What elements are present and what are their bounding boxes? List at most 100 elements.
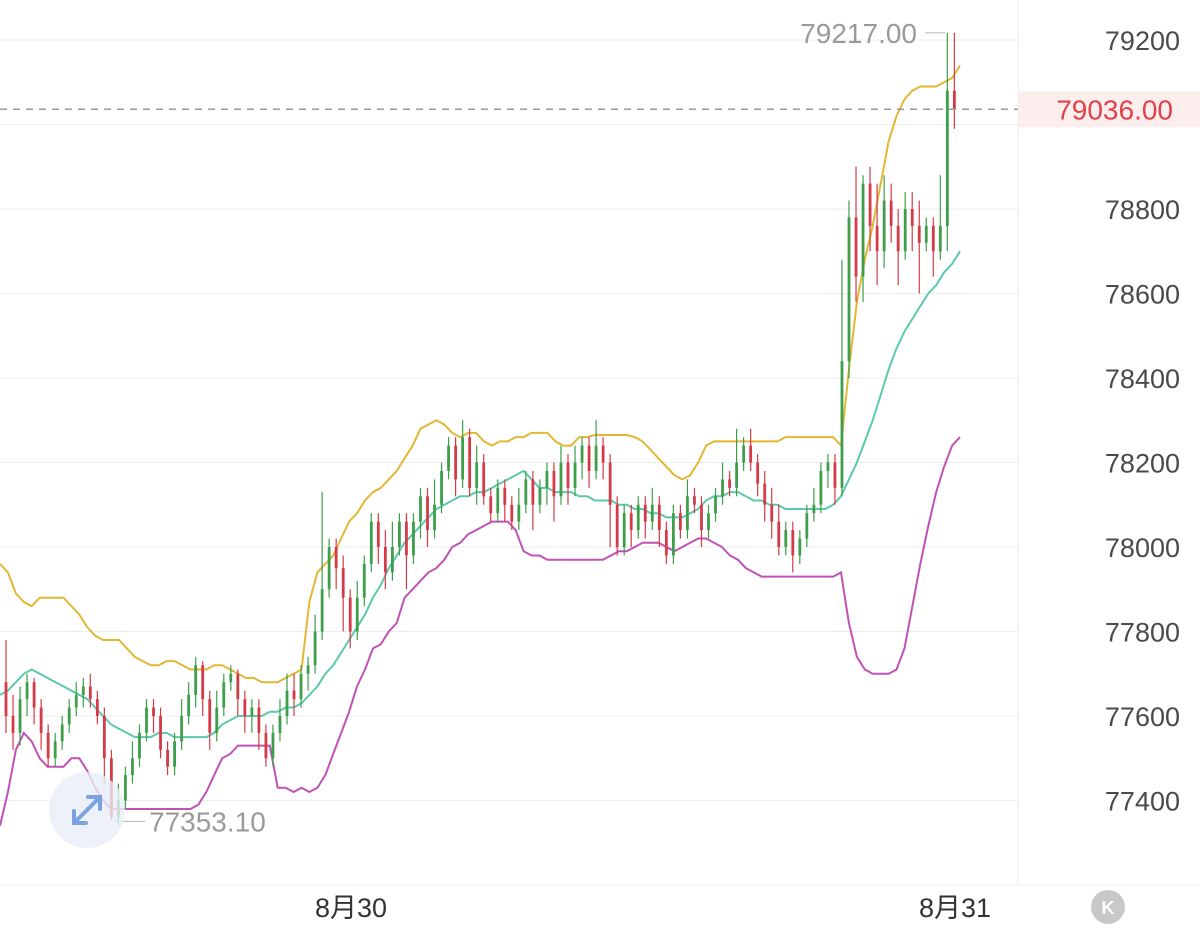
candle-body	[405, 521, 408, 556]
candle-body	[264, 732, 268, 759]
candle	[334, 538, 338, 590]
x-tick-label: 8月30	[315, 893, 387, 923]
candle-body	[573, 462, 577, 488]
candle-body	[924, 225, 928, 243]
candle	[812, 487, 816, 522]
candle-body	[601, 445, 605, 463]
candle-body	[496, 487, 500, 514]
candle-body	[74, 694, 78, 708]
candle	[770, 487, 774, 539]
candle	[931, 217, 935, 277]
candle-body	[629, 513, 633, 531]
candle-body	[875, 225, 879, 252]
candle	[601, 437, 605, 480]
candle	[405, 513, 408, 590]
k-button-label[interactable]: K	[1102, 898, 1115, 918]
candle-body	[938, 225, 942, 252]
candle	[4, 639, 8, 733]
candle-body	[32, 682, 36, 708]
candles	[4, 32, 956, 826]
candle-body	[95, 699, 99, 716]
candle-body	[447, 445, 450, 471]
k-button-circle[interactable]	[1091, 890, 1125, 924]
candle-body	[11, 716, 15, 733]
candle	[917, 200, 921, 294]
candle-body	[742, 445, 746, 463]
y-tick-label: 77600	[1105, 702, 1180, 732]
candle	[756, 454, 760, 497]
candle-body	[102, 716, 106, 759]
candle-body	[454, 445, 457, 480]
candle	[721, 462, 724, 505]
candle	[686, 479, 689, 539]
k-button[interactable]: K	[1091, 890, 1125, 924]
candle	[180, 699, 184, 750]
candle-body	[552, 470, 556, 497]
low-annotation-label: 77353.10	[149, 806, 266, 837]
candle	[159, 707, 162, 759]
candle-body	[952, 90, 956, 110]
candle	[594, 420, 598, 480]
candle-body	[369, 521, 373, 564]
candle	[208, 690, 212, 750]
candle	[398, 513, 401, 556]
expand-icon[interactable]	[72, 795, 102, 825]
candle	[861, 175, 865, 302]
candle	[145, 699, 148, 742]
candle	[187, 682, 191, 725]
candle	[714, 487, 717, 522]
candle	[25, 673, 29, 716]
candle	[749, 428, 753, 471]
candle	[46, 724, 50, 767]
candle	[412, 513, 415, 564]
candle-body	[517, 504, 521, 522]
candle	[74, 682, 78, 716]
x-axis-ticks: 8月30 8月31	[315, 893, 991, 923]
candle	[138, 724, 141, 767]
candle-body	[398, 521, 401, 547]
candle-body	[250, 707, 254, 716]
candle-body	[383, 547, 387, 573]
candle-body	[138, 732, 141, 759]
candle-body	[749, 445, 753, 463]
candle-body	[18, 699, 22, 733]
candle	[348, 589, 352, 649]
candle-body	[4, 682, 8, 716]
candle-body	[545, 470, 549, 488]
candle-body	[664, 530, 668, 556]
candle-body	[777, 521, 781, 547]
y-tick-label: 77400	[1105, 787, 1180, 817]
candle-body	[81, 686, 85, 695]
candle	[868, 166, 872, 252]
candle	[650, 487, 654, 531]
candle-body	[735, 462, 738, 488]
candle-body	[187, 694, 191, 716]
candle-body	[390, 547, 394, 573]
expand-button[interactable]	[49, 772, 125, 848]
candle-body	[201, 665, 205, 700]
candle-body	[412, 521, 415, 556]
current-price-label: 79036.00	[1056, 94, 1173, 125]
candle	[299, 665, 303, 708]
candle	[124, 766, 127, 809]
candle	[671, 504, 675, 564]
candle	[728, 470, 731, 497]
candle	[847, 200, 851, 378]
candle	[693, 487, 696, 514]
candle	[587, 437, 591, 488]
candle-body	[271, 732, 275, 759]
candle	[657, 496, 661, 547]
candle	[707, 504, 710, 539]
candle	[924, 217, 928, 252]
lower-band-line	[0, 436, 961, 827]
candle	[264, 724, 268, 767]
candle	[376, 513, 380, 564]
candle	[791, 521, 795, 573]
candle-body	[362, 563, 366, 598]
y-tick-label: 78800	[1105, 195, 1180, 225]
candle	[566, 454, 570, 505]
y-tick-label: 78600	[1105, 280, 1180, 310]
candle-body	[728, 479, 731, 488]
candle-body	[615, 504, 619, 547]
